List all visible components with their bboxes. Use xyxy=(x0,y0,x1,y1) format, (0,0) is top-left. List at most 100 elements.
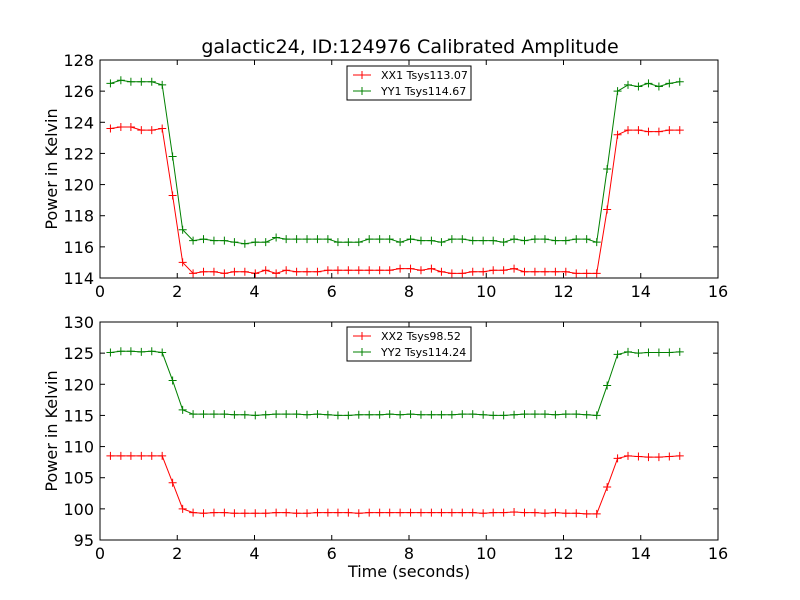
data-point-marker xyxy=(158,348,167,357)
data-point-marker xyxy=(199,235,208,244)
data-point-marker xyxy=(437,410,446,419)
data-point-marker xyxy=(624,347,633,356)
y-tick-label: 100 xyxy=(63,500,94,519)
data-point-marker xyxy=(261,410,270,419)
data-point-marker xyxy=(592,411,601,420)
data-point-marker xyxy=(592,509,601,518)
x-tick-label: 2 xyxy=(172,282,182,301)
data-point-marker xyxy=(406,235,415,244)
legend-swatch-marker xyxy=(358,71,366,79)
data-point-marker xyxy=(158,451,167,460)
data-point-marker xyxy=(365,410,374,419)
data-point-marker xyxy=(313,410,322,419)
x-tick-label: 10 xyxy=(476,282,496,301)
data-point-marker xyxy=(406,508,415,517)
data-point-marker xyxy=(209,267,218,276)
data-point-marker xyxy=(520,508,529,517)
data-point-marker xyxy=(220,269,229,278)
data-point-marker xyxy=(251,509,260,518)
data-point-marker xyxy=(375,508,384,517)
data-point-marker xyxy=(592,269,601,278)
legend: XX1 Tsys113.07 YY1 Tsys114.67 xyxy=(346,65,472,101)
x-tick-label: 6 xyxy=(327,282,337,301)
data-point-marker xyxy=(178,504,187,513)
data-point-marker xyxy=(375,266,384,275)
data-point-marker xyxy=(292,410,301,419)
y-tick-label: 130 xyxy=(63,313,94,332)
data-point-marker xyxy=(644,127,653,136)
data-point-marker xyxy=(447,410,456,419)
x-tick-label: 16 xyxy=(708,544,728,563)
legend-swatch-marker xyxy=(358,332,366,340)
data-point-marker xyxy=(634,452,643,461)
data-point-marker xyxy=(427,508,436,517)
data-point-marker xyxy=(499,238,508,247)
data-point-marker xyxy=(354,509,363,518)
data-point-marker xyxy=(333,266,342,275)
data-point-marker xyxy=(675,77,684,86)
data-point-marker xyxy=(510,507,519,516)
data-point-marker xyxy=(489,236,498,245)
data-point-marker xyxy=(499,411,508,420)
data-point-marker xyxy=(665,79,674,88)
data-point-marker xyxy=(158,80,167,89)
data-point-marker xyxy=(644,79,653,88)
data-point-marker xyxy=(603,205,612,214)
data-point-marker xyxy=(323,266,332,275)
data-point-marker xyxy=(479,509,488,518)
data-point-marker xyxy=(292,267,301,276)
x-tick-label: 4 xyxy=(249,544,259,563)
data-point-marker xyxy=(313,235,322,244)
data-point-marker xyxy=(303,410,312,419)
data-point-marker xyxy=(654,348,663,357)
x-tick-label: 6 xyxy=(327,544,337,563)
data-point-marker xyxy=(468,410,477,419)
data-point-marker xyxy=(365,508,374,517)
data-point-marker xyxy=(489,266,498,275)
legend-label: XX1 Tsys113.07 xyxy=(381,69,468,82)
data-point-marker xyxy=(654,453,663,462)
data-point-marker xyxy=(189,410,198,419)
data-point-marker xyxy=(458,508,467,517)
data-point-marker xyxy=(561,410,570,419)
data-point-marker xyxy=(603,381,612,390)
data-point-marker xyxy=(634,349,643,358)
data-point-marker xyxy=(603,483,612,492)
data-point-marker xyxy=(292,235,301,244)
data-point-marker xyxy=(137,451,146,460)
data-point-marker xyxy=(240,410,249,419)
data-point-marker xyxy=(272,508,281,517)
data-point-marker xyxy=(468,267,477,276)
data-point-marker xyxy=(447,508,456,517)
data-point-marker xyxy=(634,126,643,135)
y-tick-label: 95 xyxy=(74,531,94,550)
data-point-marker xyxy=(427,264,436,273)
data-point-marker xyxy=(168,152,177,161)
data-point-marker xyxy=(396,238,405,247)
data-point-marker xyxy=(261,509,270,518)
data-point-marker xyxy=(458,410,467,419)
data-point-marker xyxy=(613,454,622,463)
data-point-marker xyxy=(220,236,229,245)
data-point-marker xyxy=(344,266,353,275)
data-point-marker xyxy=(158,124,167,133)
data-point-marker xyxy=(178,258,187,267)
data-point-marker xyxy=(385,235,394,244)
data-point-marker xyxy=(572,235,581,244)
data-point-marker xyxy=(272,233,281,242)
data-point-marker xyxy=(437,238,446,247)
data-point-marker xyxy=(540,410,549,419)
data-point-marker xyxy=(468,508,477,517)
data-point-marker xyxy=(458,235,467,244)
data-point-marker xyxy=(530,410,539,419)
data-point-marker xyxy=(665,126,674,135)
data-point-marker xyxy=(561,509,570,518)
data-point-marker xyxy=(106,348,115,357)
legend-box xyxy=(346,65,472,101)
series-layer xyxy=(106,76,684,278)
data-point-marker xyxy=(540,267,549,276)
data-point-marker xyxy=(126,122,135,131)
y-tick-label: 124 xyxy=(63,113,94,132)
data-point-marker xyxy=(230,267,239,276)
data-point-marker xyxy=(168,376,177,385)
